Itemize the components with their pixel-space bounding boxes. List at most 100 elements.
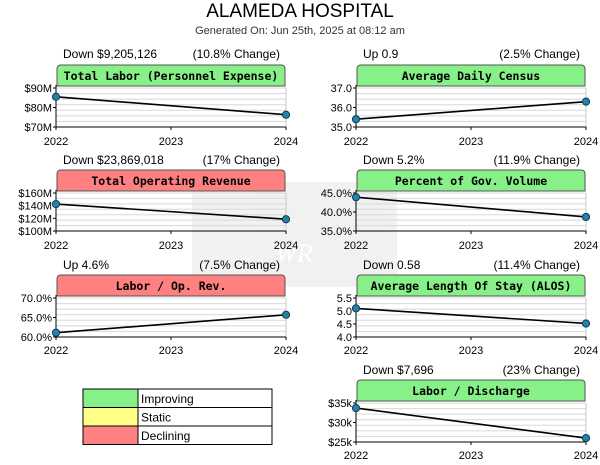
y-tick-label: 36.0 bbox=[331, 103, 352, 115]
x-tick-label: 2022 bbox=[344, 450, 368, 462]
panel-title-tab bbox=[356, 64, 586, 87]
x-tick-label: 2022 bbox=[44, 136, 68, 148]
page-title: ALAMEDA HOSPITAL bbox=[206, 1, 394, 22]
gridlines bbox=[56, 87, 286, 128]
percent-change-text: (17% Change) bbox=[203, 153, 280, 167]
x-tick-label: 2022 bbox=[344, 240, 368, 252]
x-tick-label: 2024 bbox=[574, 450, 598, 462]
panel-title: Labor / Discharge bbox=[412, 384, 530, 398]
data-point bbox=[281, 310, 291, 319]
panel-title: Percent of Gov. Volume bbox=[395, 174, 547, 188]
series-line bbox=[355, 196, 587, 218]
y-tick-label: $80M bbox=[24, 103, 52, 115]
series-line bbox=[55, 95, 287, 116]
svg-text:WR: WR bbox=[275, 239, 313, 268]
data-point bbox=[51, 328, 61, 337]
y-tick-label: 45.0% bbox=[321, 188, 352, 200]
gridlines bbox=[356, 297, 586, 338]
kpi-panel: Down $9,205,126 (10.8% Change) Total Labor… bbox=[24, 47, 298, 148]
percent-change-text: (11.4% Change) bbox=[494, 258, 581, 272]
x-tick-label: 2023 bbox=[459, 136, 483, 148]
percent-change-text: (10.8% Change) bbox=[193, 47, 280, 61]
change-text: Up 4.6% bbox=[63, 258, 109, 272]
data-point bbox=[581, 97, 591, 106]
panel-title-tab bbox=[356, 169, 586, 192]
panel-title-tab bbox=[56, 274, 286, 297]
percent-change-text: (23% Change) bbox=[503, 363, 580, 377]
legend-label: Static bbox=[141, 411, 171, 425]
legend-label: Declining bbox=[141, 429, 190, 443]
panel-title-tab bbox=[356, 274, 586, 297]
y-tick-label: $120M bbox=[18, 213, 52, 225]
y-tick-label: $70M bbox=[24, 122, 52, 134]
x-tick-label: 2022 bbox=[44, 240, 68, 252]
kpi-panel: Down 0.58 (11.4% Change) Average Length Of… bbox=[337, 258, 599, 357]
change-text: Down $7,696 bbox=[363, 363, 434, 377]
legend: Improving Static Declining bbox=[82, 388, 273, 445]
data-point bbox=[351, 115, 361, 124]
y-tick-label: $35k bbox=[328, 398, 352, 410]
panel-title-tab bbox=[356, 379, 586, 402]
y-tick-label: 60.0% bbox=[21, 332, 52, 344]
series-line bbox=[355, 100, 587, 120]
kpi-panel: Down 5.2% (11.9% Change) Percent of Gov. V… bbox=[321, 153, 598, 252]
kpi-panel: Down $7,696 (23% Change) Labor / Discharge… bbox=[328, 363, 598, 462]
x-tick-label: 2023 bbox=[459, 450, 483, 462]
y-tick-label: $25k bbox=[328, 437, 352, 449]
data-point bbox=[581, 319, 591, 328]
panel-title: Total Operating Revenue bbox=[91, 174, 250, 188]
y-tick-label: 65.0% bbox=[21, 313, 52, 325]
panel-title: Total Labor (Personnel Expense) bbox=[64, 69, 279, 83]
panel-title: Labor / Op. Rev. bbox=[116, 279, 227, 293]
y-tick-label: 4.5 bbox=[337, 319, 352, 331]
data-point bbox=[351, 304, 361, 313]
change-text: Up 0.9 bbox=[363, 47, 399, 61]
y-tick-label: 40.0% bbox=[321, 207, 352, 219]
data-point bbox=[351, 193, 361, 202]
x-tick-label: 2023 bbox=[159, 136, 183, 148]
data-point bbox=[51, 92, 61, 101]
change-text: Down 0.58 bbox=[363, 258, 421, 272]
gridlines bbox=[356, 87, 586, 128]
data-point bbox=[281, 215, 291, 224]
y-tick-label: 5.5 bbox=[337, 293, 352, 305]
x-tick-label: 2024 bbox=[574, 240, 598, 252]
series-line bbox=[55, 203, 287, 221]
legend-swatch bbox=[82, 407, 139, 427]
page-subtitle: Generated On: Jun 25th, 2025 at 08:12 am bbox=[195, 25, 405, 37]
legend-swatch bbox=[82, 388, 139, 408]
y-tick-label: 35.0% bbox=[321, 226, 352, 238]
data-point bbox=[581, 434, 591, 443]
y-tick-label: $100M bbox=[18, 226, 52, 238]
series-line bbox=[355, 307, 587, 325]
data-point bbox=[581, 212, 591, 222]
series-line bbox=[355, 407, 587, 439]
panel-title-tab bbox=[56, 64, 286, 87]
x-tick-label: 2024 bbox=[574, 136, 598, 148]
y-tick-label: $160M bbox=[18, 188, 52, 200]
y-tick-label: $30k bbox=[328, 418, 352, 430]
data-point bbox=[351, 403, 361, 413]
legend-swatch bbox=[82, 425, 139, 445]
y-tick-label: 37.0 bbox=[331, 83, 352, 95]
x-tick-label: 2024 bbox=[274, 345, 298, 357]
kpi-panel: Up 4.6% (7.5% Change) Labor / Op. Rev. 70.0… bbox=[21, 258, 298, 357]
x-tick-label: 2023 bbox=[159, 345, 183, 357]
y-tick-label: 35.0 bbox=[331, 122, 352, 134]
kpi-panel: Up 0.9 (2.5% Change) Average Daily Census 3… bbox=[331, 47, 599, 148]
percent-change-text: (2.5% Change) bbox=[499, 47, 580, 61]
x-tick-label: 2022 bbox=[344, 345, 368, 357]
panel-title-tab bbox=[56, 169, 286, 192]
y-tick-label: 5.0 bbox=[337, 306, 352, 318]
change-text: Down $23,869,018 bbox=[63, 153, 164, 167]
change-text: Down $9,205,126 bbox=[63, 47, 157, 61]
watermark: WR bbox=[192, 182, 397, 287]
panels: Down $9,205,126 (10.8% Change) Total Labor… bbox=[18, 47, 598, 462]
change-text: Down 5.2% bbox=[363, 153, 425, 167]
y-tick-label: $90M bbox=[24, 83, 52, 95]
x-tick-label: 2024 bbox=[574, 345, 598, 357]
data-point bbox=[51, 199, 61, 209]
x-tick-label: 2023 bbox=[159, 240, 183, 252]
x-tick-label: 2024 bbox=[274, 136, 298, 148]
